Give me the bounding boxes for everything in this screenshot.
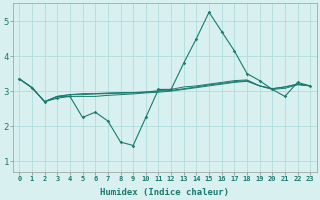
X-axis label: Humidex (Indice chaleur): Humidex (Indice chaleur) <box>100 188 229 197</box>
